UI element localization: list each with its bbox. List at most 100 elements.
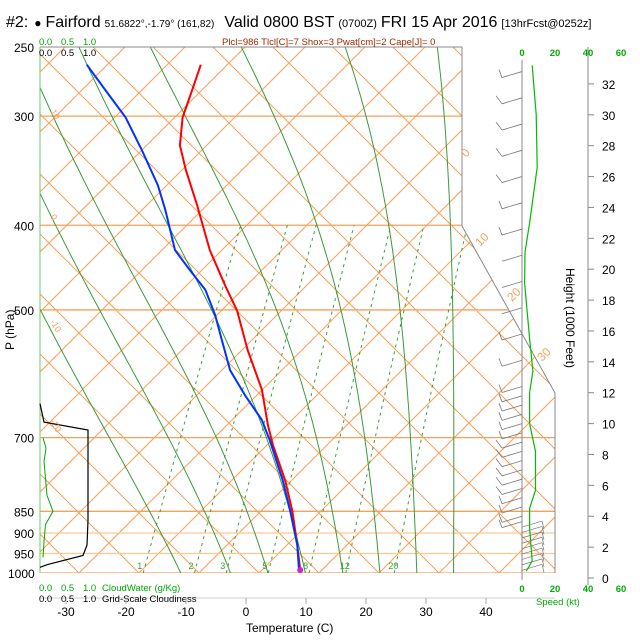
sounding-traces (85, 64, 304, 573)
wind-barb (501, 506, 523, 514)
temperature-tick-label: -10 (177, 605, 195, 619)
temperature-tick-label: 30 (419, 605, 433, 619)
height-tick-label: 18 (602, 294, 616, 308)
mixing-ratio-line (142, 225, 242, 573)
wind-barb (501, 71, 523, 78)
cloud-scale-label: 0.0 (39, 583, 52, 594)
wind-barb (541, 531, 545, 540)
height-tick-label: 2 (602, 541, 609, 555)
adiabat-label: -10 (48, 318, 63, 334)
height-tick-label: 4 (602, 510, 609, 524)
pressure-tick-label: 500 (14, 304, 34, 318)
isotherm-line (40, 47, 246, 573)
height-tick-label: 28 (602, 140, 616, 154)
moist-adiabat-line (436, 47, 455, 573)
pressure-tick-label: 1000 (8, 567, 35, 581)
cloud-scale-label: 0.5 (61, 37, 74, 48)
pressure-tick-label: 950 (14, 548, 34, 562)
wind-barb (501, 333, 523, 341)
wind-barb (541, 547, 545, 557)
cloud-scale-bottom: 0.0 0.5 1.0 CloudWater (g/Kg) 0.0 0.5 1.… (39, 583, 197, 605)
wind-barb (501, 441, 523, 449)
wind-barb (498, 358, 503, 367)
wind-barb (498, 514, 503, 523)
plot-frame (39, 46, 556, 599)
dry-adiabat-line (332, 47, 555, 573)
y-axis-title: P (hPa) (3, 310, 17, 350)
wind-barb (498, 495, 503, 504)
speed-tick-label: 0 (519, 48, 524, 59)
cloudwater-curve (42, 437, 54, 558)
cloud-scale-top: 0.0 0.5 1.0 0.0 0.5 1.0 (39, 37, 96, 59)
wind-barb (501, 307, 523, 315)
speed-tick-label: 20 (550, 584, 561, 595)
pressure-tick-label: 700 (14, 432, 34, 446)
pressure-tick-label: 900 (14, 527, 34, 541)
speed-tick-label: 60 (616, 584, 627, 595)
cloud-scale-label: 1.0 (83, 37, 96, 48)
height-tick-label: 32 (602, 78, 616, 92)
isotherm-line (438, 47, 555, 573)
cloud-scale-label: 0.5 (61, 594, 74, 605)
mixing-ratio-label: 3 (220, 561, 225, 571)
wind-barb (495, 458, 503, 467)
cloudiness-curve (39, 403, 89, 568)
speed-tick-label: 40 (583, 584, 594, 595)
wind-barb (521, 563, 543, 571)
mixing-ratio-label: 2 (189, 561, 194, 571)
wind-barb (501, 497, 523, 505)
pressure-tick-label: 300 (14, 110, 34, 124)
cloudiness-label: Grid-Scale Cloudiness (102, 594, 197, 605)
wind-barb (498, 402, 503, 412)
wind-barb (498, 331, 503, 341)
wind-speed-curve (523, 65, 538, 572)
wind-barb (495, 174, 503, 183)
wind-barb (521, 547, 543, 555)
panel-number: #2: (6, 14, 28, 31)
grid-lines (40, 47, 555, 573)
wind-barb (501, 228, 523, 236)
cloud-scale-label: 0.0 (39, 37, 52, 48)
station-coords: 51.6822°,-1.79° (161,82) (105, 19, 215, 30)
isotherm-label: 20 (504, 285, 524, 305)
height-axis-title: Height (1000 Feet) (563, 268, 577, 368)
wind-barb (501, 281, 523, 288)
wind-barb (498, 69, 503, 78)
wind-barb (521, 531, 543, 539)
wind-barb (501, 359, 523, 367)
wind-barb (495, 486, 503, 495)
height-tick-label: 0 (602, 572, 609, 586)
cloud-scale-label: 1.0 (83, 48, 96, 59)
dry-adiabat-line (40, 47, 140, 573)
cloud-scale-label: 0.0 (39, 48, 52, 59)
wind-barb (501, 123, 523, 131)
cloud-scale-label: 1.0 (83, 594, 96, 605)
wind-barb (541, 537, 545, 546)
dewpoint-trace (85, 64, 300, 571)
wind-barb (498, 504, 503, 514)
cloud-scale-label: 0.5 (61, 48, 74, 59)
wind-panel: 0246810121416182022242628303200202040406… (495, 47, 627, 595)
speed-tick-label: 40 (583, 48, 594, 59)
wind-barb (521, 526, 543, 533)
adiabat-label: -20 (48, 418, 63, 434)
height-tick-label: 10 (602, 418, 616, 432)
x-axis-title: Temperature (C) (246, 621, 333, 635)
sounding-indices: Plcl=986 Tlcl[C]=7 Shox=3 Pwat[cm]=2 Cap… (222, 37, 435, 48)
plot-boundary (40, 46, 556, 573)
adiabat-label: 0 (48, 213, 59, 222)
moist-adiabat-line (40, 47, 274, 573)
temperature-tick-label: 40 (479, 605, 493, 619)
cloudwater-label: CloudWater (g/Kg) (102, 583, 180, 594)
wind-barb (501, 404, 523, 412)
wind-barb (501, 515, 523, 523)
wind-barb (501, 202, 523, 210)
speed-tick-label: 60 (616, 48, 627, 59)
header-line: #2: ● Fairford 51.6822°,-1.79° (161,82) Vali… (6, 14, 591, 31)
moist-adiabat-line (149, 47, 346, 573)
wind-barb (541, 564, 545, 573)
wind-barb (495, 148, 503, 157)
wind-barb (498, 200, 503, 209)
height-tick-label: 6 (602, 479, 609, 493)
station-name: Fairford (46, 14, 101, 31)
